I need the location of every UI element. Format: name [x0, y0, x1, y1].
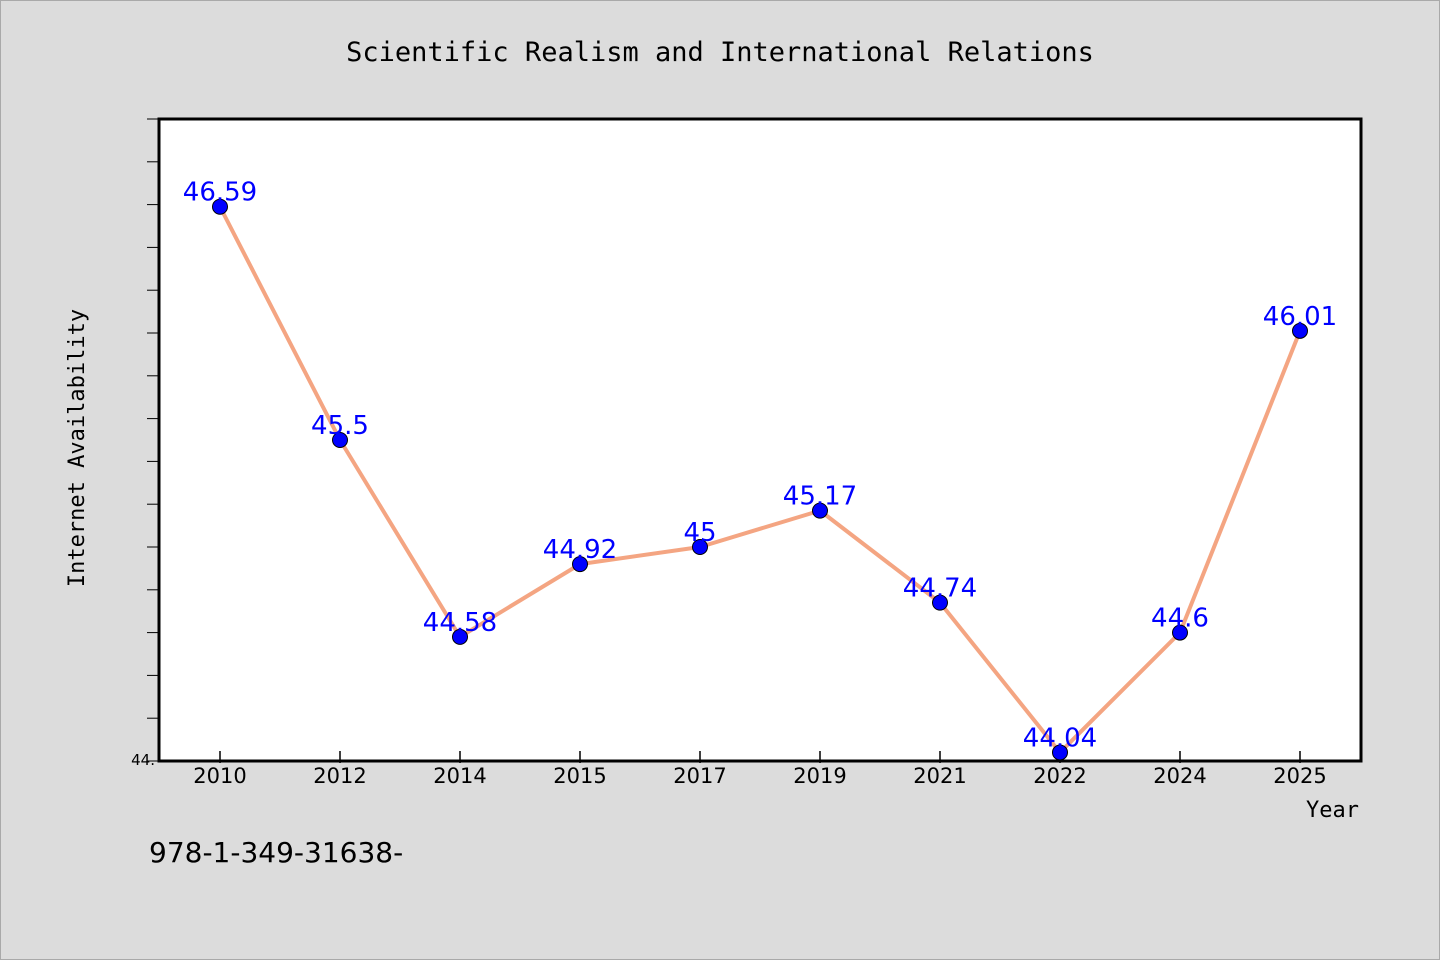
- data-point: [1292, 322, 1308, 339]
- x-tick-label: 2014: [433, 764, 486, 788]
- series-markers: [212, 198, 1308, 761]
- y-axis-title: Internet Availability: [65, 309, 90, 587]
- data-point: [212, 198, 228, 215]
- data-label: 44.58: [423, 608, 497, 638]
- x-tick-label: 2019: [793, 764, 846, 788]
- x-tick-label: 2010: [193, 764, 246, 788]
- data-point: [1172, 624, 1188, 641]
- chart-title: Scientific Realism and International Rel…: [346, 37, 1094, 68]
- data-label: 45.17: [783, 482, 857, 512]
- data-label: 44.74: [903, 574, 977, 604]
- data-point: [812, 502, 828, 519]
- x-tick-label: 2021: [913, 764, 966, 788]
- data-label: 44.04: [1023, 723, 1097, 753]
- x-axis-ticks: 2010 2012 2014 2015 2017 2019 2021 2022 2024 2025: [193, 751, 1327, 788]
- data-label: 45.5: [311, 411, 369, 441]
- x-tick-label: 2022: [1033, 764, 1086, 788]
- data-point: [332, 432, 348, 448]
- data-point: [692, 539, 708, 555]
- data-point: [932, 594, 948, 611]
- y-tick-label: 44.: [131, 751, 155, 769]
- data-labels: 46.59 45.5 44.58 44.92 45 45.17 44.74 44.04 44.6…: [183, 178, 1337, 754]
- x-axis-title: Year: [1306, 798, 1359, 823]
- x-tick-label: 2025: [1273, 764, 1326, 788]
- data-point: [572, 556, 588, 573]
- footnote: 978-1-349-31638-: [149, 836, 403, 869]
- data-label: 45: [683, 518, 716, 548]
- y-axis-ticks: [147, 118, 159, 762]
- x-tick-label: 2024: [1153, 764, 1206, 788]
- data-label: 46.01: [1263, 302, 1337, 332]
- data-label: 44.92: [543, 535, 617, 565]
- data-point: [452, 628, 468, 645]
- plot-border: [157, 117, 1363, 763]
- data-label: 44.6: [1151, 604, 1209, 634]
- x-tick-label: 2012: [313, 764, 366, 788]
- x-tick-label: 2017: [673, 764, 726, 788]
- data-label: 46.59: [183, 178, 257, 208]
- x-tick-label: 2015: [553, 764, 606, 788]
- series-line: [218, 205, 1302, 755]
